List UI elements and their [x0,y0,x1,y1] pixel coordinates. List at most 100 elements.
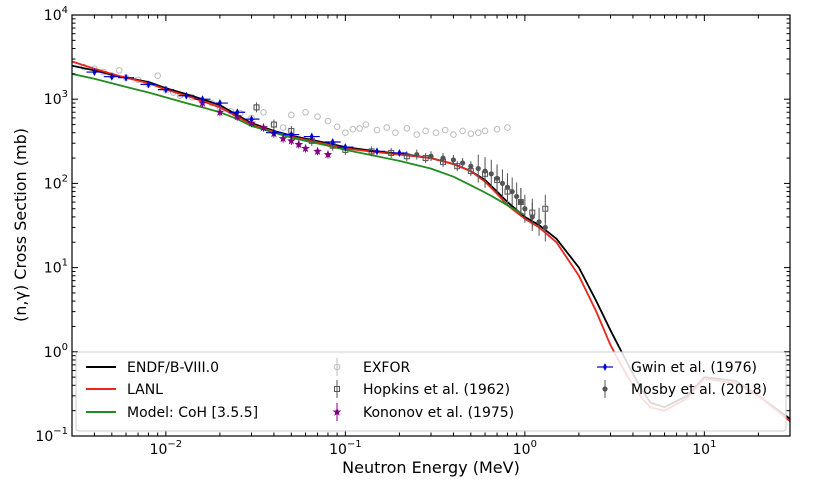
series-6-point-0-marker [92,68,97,77]
series-6-point-15-marker [374,147,379,156]
series-7-point-14-marker [518,199,524,205]
series-6-point-8-marker [235,108,240,117]
series-4-point-0 [253,102,260,113]
series-7-point-7-marker [482,168,488,174]
series-6-point-8 [229,108,246,117]
series-5-point-9-marker [301,144,310,153]
x-tick-label-1: 10−1 [329,439,362,458]
legend-label-7: Mosby et al. (2018) [631,382,767,398]
legend-label-2: Model: CoH [3.5.5] [127,405,258,421]
x-axis-title: Neutron Energy (MeV) [342,458,520,477]
series-4-point-11 [454,161,461,172]
series-7-point-8-marker [488,171,494,177]
series-7-point-13 [514,182,520,211]
legend-swatch-4 [334,380,340,398]
legend-swatch-6-marker [603,363,607,371]
series-3-point-45-marker [493,125,501,133]
series-6-point-3 [140,80,157,89]
series-3-point-26 [324,117,332,125]
legend-item-4: Hopkins et al. (1962) [334,380,510,398]
series-7-point-4-marker [460,160,466,166]
legend-item-0: ENDF/B-VIII.0 [86,360,219,376]
series-3-point-26-marker [324,117,332,125]
y-tick-label-1-text: 100 [44,342,68,361]
x-tick-label-3-text: 101 [692,439,716,458]
legend-swatch-7-marker [602,386,608,392]
legend: ENDF/B-VIII.0 LANL Model: CoH [3.5.5] EXFOR… [75,351,787,432]
series-3-point-46 [504,124,511,131]
series-3-point-35 [403,125,411,132]
series-5-point-9 [301,144,310,153]
series-3-point-20 [260,108,267,116]
series-3-point-33 [383,124,391,131]
series-3-point-28-marker [342,129,349,137]
markers-layer [86,68,549,242]
series-7-point-18-marker [542,224,548,231]
series-3-point-25-marker [314,113,321,120]
series-6-point-7-marker [217,99,222,108]
series-3-point-31 [362,121,370,128]
legend-item-6: Gwin et al. (1976) [597,360,757,376]
legend-item-2: Model: CoH [3.5.5] [86,405,258,421]
series-3-point-42 [467,130,475,137]
legend-swatch-4-marker [334,386,340,392]
series-6-point-11-marker [289,130,294,139]
series-7-point-6-marker [475,165,481,172]
series-7-point-2-marker [440,155,446,161]
series-5-point-1 [215,107,225,117]
series-7-point-17 [536,207,542,236]
legend-item-3: EXFOR [333,358,411,376]
legend-label-3: EXFOR [363,360,411,376]
series-6-point-9-marker [249,115,254,124]
legend-swatch-6 [597,363,613,371]
series-3-point-36 [413,131,421,138]
series-3-point-46-marker [504,124,511,131]
series-3-point-45 [493,125,501,133]
series-7-point-7 [482,157,488,186]
series-3-point-44 [481,127,489,135]
series-7-point-16-marker [529,214,535,220]
series-5-point-11-marker [323,150,333,159]
series-6-point-13-marker [330,138,335,147]
y-tick-label-0: 10−1 [35,426,68,445]
series-3-point-27-marker [333,123,341,131]
series-6-point-4 [157,85,174,94]
series-3-point-22 [279,124,287,131]
legend-label-0: ENDF/B-VIII.0 [127,360,219,376]
series-5-point-11 [323,150,333,159]
legend-swatch-5 [332,403,342,421]
series-7-point-2 [440,153,446,164]
series-7-point-15 [522,194,528,223]
series-3-point-42-marker [467,130,475,137]
series-3-point-25 [314,113,321,120]
series-6-point-12 [303,132,320,141]
legend-box [75,351,787,432]
series-3-point-27 [333,123,341,131]
series-7-point-11-marker [504,184,511,190]
x-tick-label-1-text: 10−1 [329,439,362,458]
series-7-point-18 [542,213,548,242]
series-5-point-7-marker [287,136,296,145]
series-3-point-44-marker [481,127,489,135]
series-7-point-10 [499,169,506,198]
series-3-point-20-marker [260,108,267,116]
series-7-point-11 [504,173,511,202]
series-6-point-0 [86,68,103,77]
series-6-point-14 [337,143,354,152]
series-6-point-6 [194,95,211,104]
legend-swatch-3 [333,358,341,376]
series-7-point-0-marker [414,151,420,158]
y-axis-title: (n,γ) Cross Section (mb) [11,128,30,322]
series-3-point-34-marker [392,129,399,137]
series-5-point-6-marker [278,134,288,143]
series-3-point-37 [422,127,429,135]
series-3-point-35-marker [403,125,411,132]
series-3-point-32 [373,126,381,134]
x-tick-label-0-text: 10−2 [150,439,183,458]
series-3-point-22-marker [279,124,287,131]
series-3-point-4 [115,67,123,74]
series-7-point-15-marker [522,206,528,212]
series-6-point-4-marker [163,85,168,94]
legend-item-5: Kononov et al. (1975) [332,403,514,421]
series-3-point-30 [356,125,363,132]
